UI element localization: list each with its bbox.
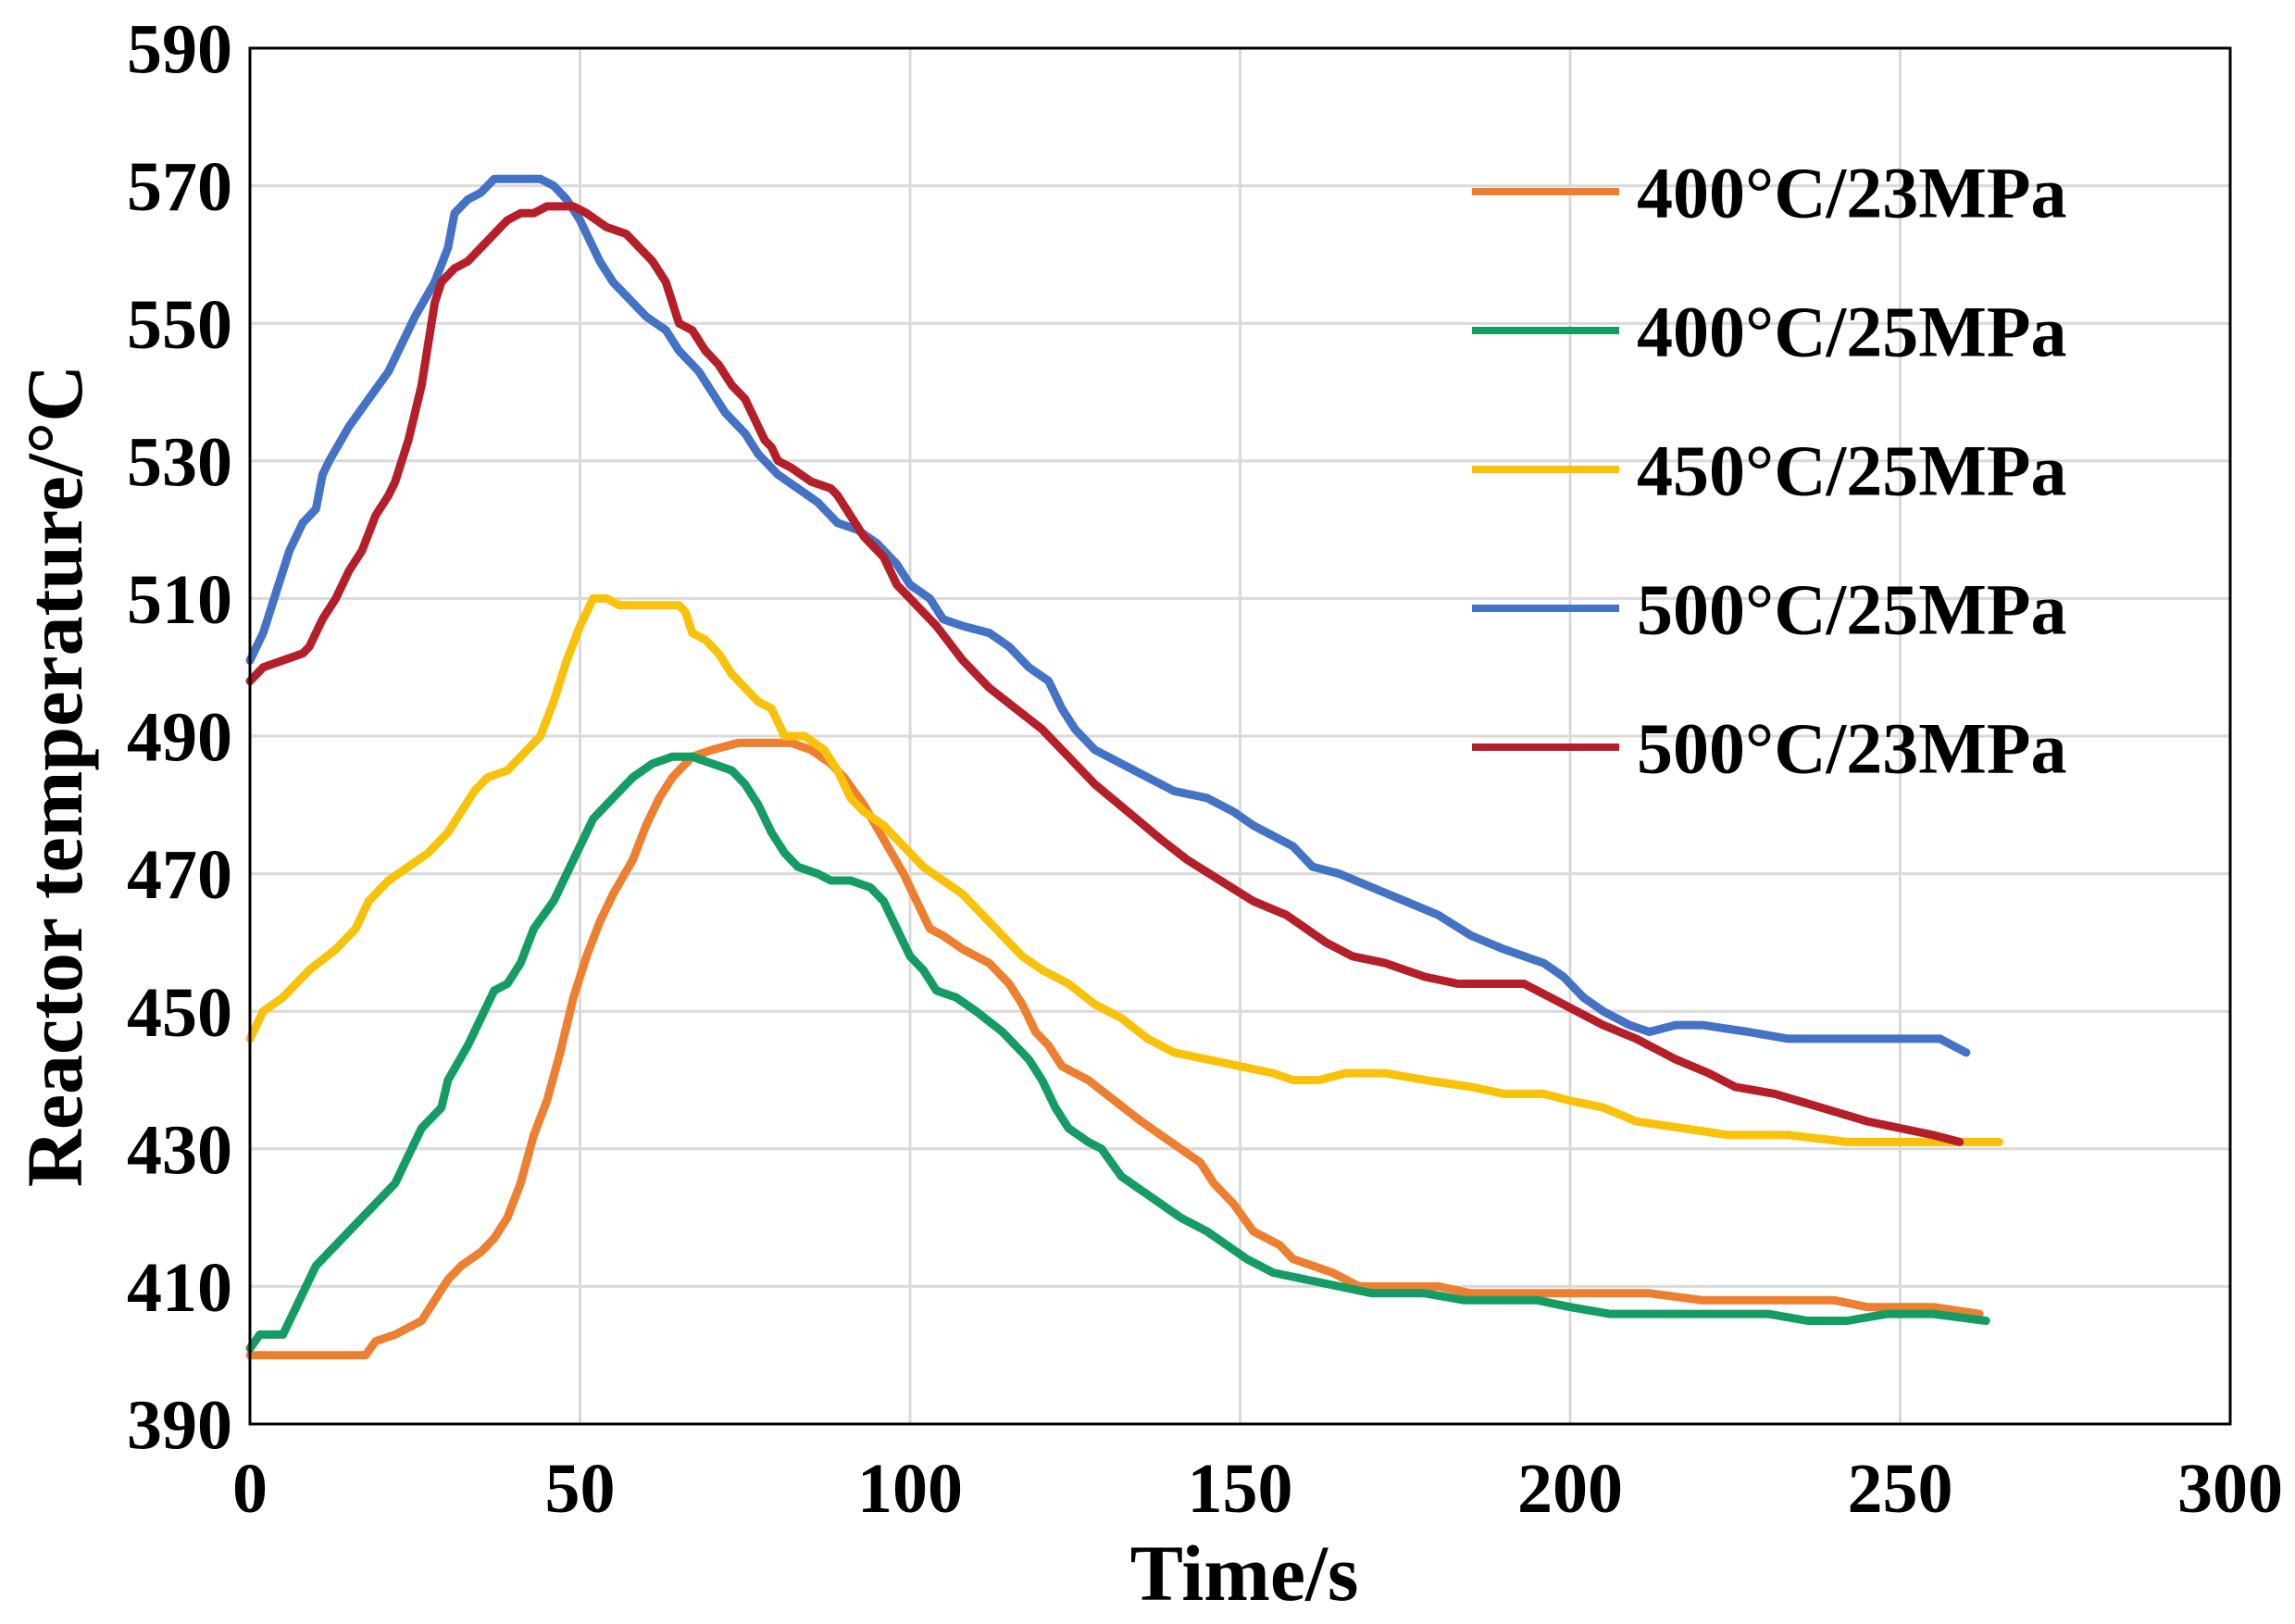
x-tick-labels: 0 50 100 150 200 250 300: [232, 1450, 2283, 1528]
y-tick-label: 450: [127, 974, 232, 1052]
y-tick-label: 530: [127, 423, 232, 501]
y-tick-labels: 390 410 430 450 470 490 510 530 550 570 590: [127, 11, 232, 1465]
legend-entry-450-c-25mpa: 450°C/25MPa: [1472, 430, 2066, 510]
y-tick-label: 590: [127, 11, 232, 89]
legend-label-400-c-25mpa: 400°C/25MPa: [1637, 291, 2066, 371]
legend-entry-400-c-23mpa: 400°C/23MPa: [1472, 152, 2066, 232]
x-tick-label: 50: [545, 1450, 616, 1528]
grid-lines: [250, 48, 2230, 1424]
y-tick-label: 510: [127, 561, 232, 639]
series-line-450-c-25mpa: [245, 593, 2003, 1146]
legend-entry-500-c-25mpa: 500°C/25MPa: [1472, 568, 2066, 649]
y-tick-label: 550: [127, 286, 232, 364]
series-line-400-c-23mpa: [245, 738, 1984, 1360]
y-tick-label: 430: [127, 1111, 232, 1189]
legend-entry-500-c-23mpa: 500°C/23MPa: [1472, 707, 2066, 788]
x-tick-label: 0: [232, 1450, 268, 1528]
y-axis-title: Reactor temperature/°C: [10, 365, 99, 1187]
y-tick-label: 490: [127, 699, 232, 777]
x-tick-label: 100: [857, 1450, 963, 1528]
legend-label-500-c-23mpa: 500°C/23MPa: [1637, 707, 2066, 788]
series-line-500-c-25mpa: [245, 174, 1971, 1057]
y-tick-label: 410: [127, 1249, 232, 1327]
plot-frame: [248, 46, 2232, 1426]
legend-label-500-c-25mpa: 500°C/25MPa: [1637, 568, 2066, 649]
legend: 400°C/23MPa 400°C/25MPa 450°C/25MPa 500°C/2…: [1472, 152, 2066, 788]
x-tick-label: 200: [1517, 1450, 1623, 1528]
x-tick-label: 300: [2177, 1450, 2283, 1528]
x-axis-title: Time/s: [1130, 1529, 1359, 1618]
series-line-400-c-25mpa: [245, 752, 1990, 1353]
x-tick-label: 250: [1848, 1450, 1953, 1528]
series-line-500-c-23mpa: [245, 202, 1964, 1146]
legend-label-450-c-25mpa: 450°C/25MPa: [1637, 430, 2066, 510]
series-lines: [245, 174, 2003, 1360]
y-tick-label: 470: [127, 836, 232, 914]
legend-entry-400-c-25mpa: 400°C/25MPa: [1472, 291, 2066, 371]
x-tick-label: 150: [1188, 1450, 1293, 1528]
y-tick-label: 570: [127, 148, 232, 226]
y-tick-label: 390: [127, 1387, 232, 1465]
legend-label-400-c-23mpa: 400°C/23MPa: [1637, 152, 2066, 232]
